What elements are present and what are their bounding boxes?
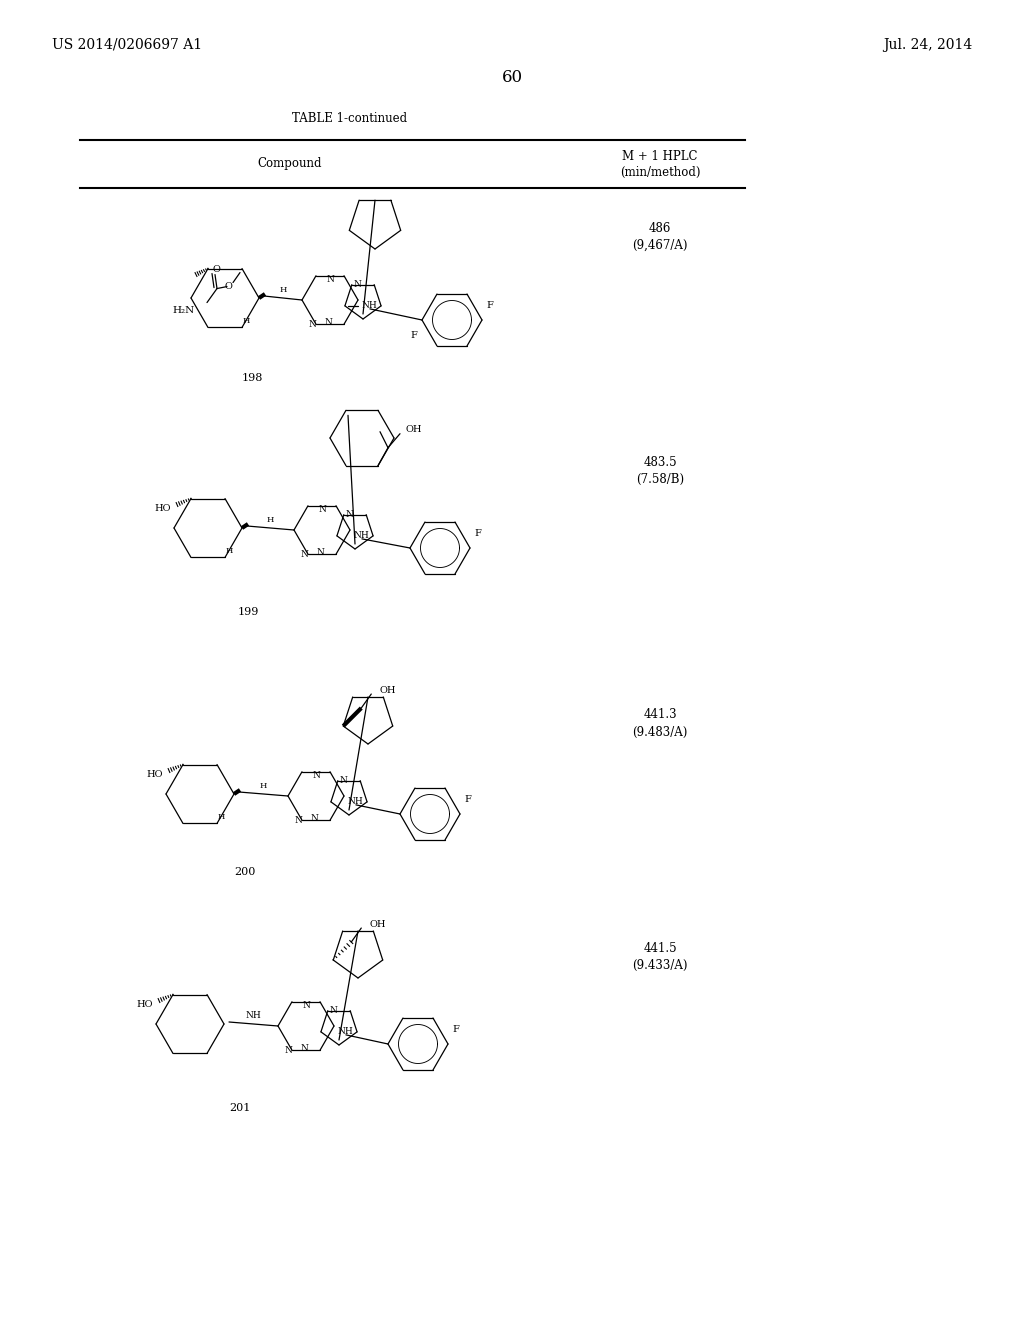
Text: F: F bbox=[465, 796, 471, 804]
Text: O: O bbox=[212, 265, 220, 275]
Text: (min/method): (min/method) bbox=[620, 165, 700, 178]
Text: O: O bbox=[224, 282, 232, 290]
Text: N: N bbox=[284, 1045, 292, 1055]
Text: NH: NH bbox=[246, 1011, 261, 1020]
Text: 441.5: 441.5 bbox=[643, 941, 677, 954]
Text: N: N bbox=[300, 549, 308, 558]
Text: 60: 60 bbox=[502, 70, 522, 87]
Text: N: N bbox=[326, 276, 334, 284]
Text: N: N bbox=[310, 813, 317, 822]
Text: N: N bbox=[312, 771, 319, 780]
Text: N: N bbox=[324, 318, 332, 327]
Text: F: F bbox=[453, 1026, 460, 1035]
Text: F: F bbox=[474, 529, 481, 539]
Text: OH: OH bbox=[406, 425, 423, 434]
Text: N: N bbox=[354, 280, 361, 289]
Text: H₂N: H₂N bbox=[173, 306, 195, 315]
Text: N: N bbox=[294, 816, 302, 825]
Text: 200: 200 bbox=[234, 867, 256, 876]
Text: (9,467/A): (9,467/A) bbox=[632, 239, 688, 252]
Text: HO: HO bbox=[136, 1001, 153, 1008]
Text: Compound: Compound bbox=[258, 157, 323, 170]
Text: 483.5: 483.5 bbox=[643, 455, 677, 469]
Text: H: H bbox=[225, 548, 232, 556]
Text: OH: OH bbox=[370, 920, 386, 928]
Text: NH: NH bbox=[354, 532, 370, 540]
Text: H: H bbox=[217, 813, 224, 821]
Text: 198: 198 bbox=[242, 374, 263, 383]
Text: 441.3: 441.3 bbox=[643, 709, 677, 722]
Text: HO: HO bbox=[155, 504, 171, 513]
Text: (7.58/B): (7.58/B) bbox=[636, 473, 684, 486]
Text: N: N bbox=[330, 1006, 338, 1015]
Text: NH: NH bbox=[338, 1027, 353, 1036]
Text: H: H bbox=[280, 286, 287, 294]
Text: Jul. 24, 2014: Jul. 24, 2014 bbox=[883, 38, 972, 51]
Text: HO: HO bbox=[146, 770, 163, 779]
Text: N: N bbox=[318, 506, 326, 515]
Text: N: N bbox=[316, 548, 324, 557]
Text: F: F bbox=[486, 301, 494, 309]
Text: NH: NH bbox=[361, 301, 378, 310]
Text: M + 1 HPLC: M + 1 HPLC bbox=[623, 149, 697, 162]
Text: NH: NH bbox=[348, 797, 364, 807]
Text: F: F bbox=[411, 330, 418, 339]
Text: N: N bbox=[346, 510, 353, 519]
Text: N: N bbox=[308, 319, 316, 329]
Text: OH: OH bbox=[379, 685, 395, 694]
Text: N: N bbox=[300, 1044, 308, 1053]
Text: H: H bbox=[243, 317, 250, 326]
Text: (9.433/A): (9.433/A) bbox=[632, 958, 688, 972]
Text: (9.483/A): (9.483/A) bbox=[632, 726, 688, 738]
Text: H: H bbox=[260, 781, 267, 789]
Text: 201: 201 bbox=[229, 1104, 251, 1113]
Text: 199: 199 bbox=[238, 607, 259, 616]
Text: TABLE 1-continued: TABLE 1-continued bbox=[293, 111, 408, 124]
Text: N: N bbox=[302, 1002, 310, 1010]
Text: 486: 486 bbox=[649, 222, 671, 235]
Text: N: N bbox=[340, 776, 348, 785]
Text: H: H bbox=[267, 516, 274, 524]
Text: US 2014/0206697 A1: US 2014/0206697 A1 bbox=[52, 38, 202, 51]
